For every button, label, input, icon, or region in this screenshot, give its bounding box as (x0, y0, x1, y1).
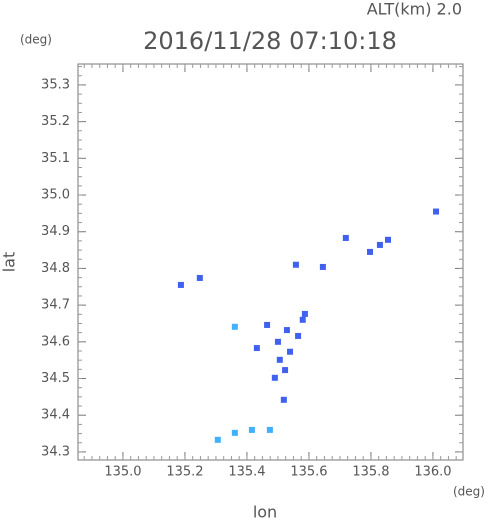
y-tick-label: 34.5 (41, 371, 70, 386)
x-tick-label: 135.4 (228, 465, 265, 480)
echo (177, 281, 184, 288)
echo (319, 263, 326, 270)
y-tick-label: 34.4 (41, 408, 70, 423)
chart-title: 2016/11/28 07:10:18 (143, 27, 397, 55)
echo (231, 323, 238, 330)
echo (196, 274, 203, 281)
y-tick-label: 35.1 (41, 151, 70, 166)
echo (299, 316, 306, 323)
x-tick-label: 135.2 (166, 465, 203, 480)
echo (266, 426, 273, 433)
chart-subtitle: ALT(km) 2.0 (367, 0, 462, 19)
y-unit: (deg) (20, 33, 52, 47)
y-tick-label: 35.2 (41, 114, 70, 129)
echo (342, 234, 349, 241)
echo (376, 241, 383, 248)
echo (384, 236, 391, 243)
echo (274, 338, 281, 345)
echo (231, 429, 238, 436)
y-tick-label: 34.6 (41, 334, 70, 349)
echo (264, 321, 271, 328)
echo (253, 345, 260, 352)
y-tick-label: 35.0 (41, 188, 70, 203)
x-tick-label: 136.0 (414, 465, 451, 480)
echo (276, 356, 283, 363)
y-tick-label: 34.8 (41, 261, 70, 276)
echo (248, 426, 255, 433)
echo (282, 367, 289, 374)
echo (292, 261, 299, 268)
y-tick-label: 34.3 (41, 444, 70, 459)
x-unit: (deg) (453, 485, 485, 499)
x-tick-label: 135.8 (352, 465, 389, 480)
echo (271, 374, 278, 381)
x-tick-label: 135.0 (104, 465, 141, 480)
echo (301, 310, 308, 317)
x-tick-label: 135.6 (290, 465, 327, 480)
echo (214, 436, 221, 443)
y-tick-label: 34.7 (41, 298, 70, 313)
echo (433, 208, 440, 215)
y-tick-label: 35.3 (41, 77, 70, 92)
y-tick-label: 34.9 (41, 224, 70, 239)
echo (283, 327, 290, 334)
plot-frame (77, 63, 464, 461)
echo (295, 332, 302, 339)
echo (280, 396, 287, 403)
x-axis-label: lon (253, 503, 277, 522)
echo (367, 248, 374, 255)
echo (287, 348, 294, 355)
y-axis-label: lat (0, 252, 19, 273)
